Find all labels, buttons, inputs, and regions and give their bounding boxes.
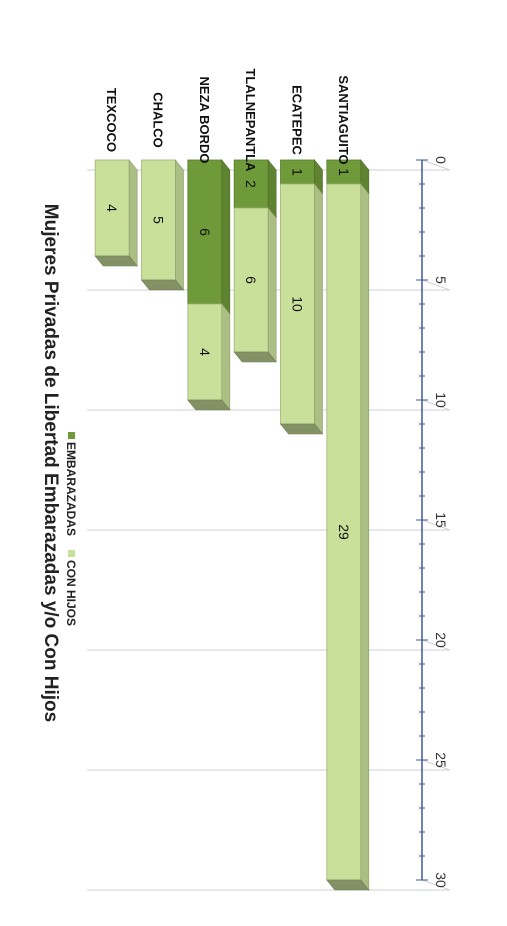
data-label-con-hijos: 4 [197, 348, 213, 356]
bar-embarazadas [187, 159, 231, 315]
category-label: TEXCOCO [104, 88, 119, 152]
category-label: TLALNEPANTLA [243, 68, 258, 172]
category-label: NEZA BORDO [197, 77, 212, 164]
legend-label: CON HIJOS [64, 560, 78, 626]
bar-con-hijos [187, 303, 231, 411]
bar-con-hijos [233, 207, 277, 363]
grid-depth-line [421, 759, 451, 771]
bar-embarazadas [280, 159, 323, 195]
legend-label: EMBARAZADAS [64, 442, 78, 536]
data-label-con-hijos: 29 [336, 524, 352, 540]
grid-depth-line [421, 879, 451, 891]
bar-con-hijos [94, 159, 138, 267]
data-label-con-hijos: 6 [243, 276, 259, 284]
bar-embarazadas [233, 159, 277, 219]
data-label-con-hijos: 10 [290, 296, 306, 312]
tick-label: 30 [433, 872, 449, 888]
data-label-con-hijos: 5 [151, 216, 167, 224]
grid-depth-line [421, 279, 451, 291]
category-label: ECATEPEC [290, 85, 305, 155]
data-label-embarazadas: 1 [336, 168, 352, 176]
data-label-embarazadas: 6 [197, 228, 213, 236]
bar-embarazadas [326, 159, 370, 195]
grid-depth-line [421, 399, 451, 411]
bar-con-hijos [326, 183, 370, 891]
tick-label: 0 [433, 156, 449, 164]
grid-depth-line [421, 519, 451, 531]
tick-label: 10 [433, 392, 449, 408]
grid-depth-line [421, 639, 451, 651]
data-label-embarazadas: 1 [290, 168, 306, 176]
tick-label: 25 [433, 752, 449, 768]
tick-label: 5 [433, 276, 449, 284]
category-label: CHALCO [151, 92, 166, 148]
chart-rotated-group: Mujeres Privadas de Libertad Embarazadas… [40, 68, 451, 891]
chart-title: Mujeres Privadas de Libertad Embarazadas… [40, 204, 61, 722]
bar-con-hijos [279, 183, 324, 435]
tick-label: 15 [433, 512, 449, 528]
bar-con-hijos [140, 159, 185, 291]
legend-swatch [68, 550, 75, 557]
data-label-con-hijos: 4 [104, 204, 120, 212]
data-label-embarazadas: 2 [243, 180, 259, 188]
tick-label: 20 [433, 632, 449, 648]
grid-depth-line [421, 159, 451, 171]
legend-swatch [68, 432, 75, 439]
category-label: SANTIAGUITO [336, 75, 351, 164]
